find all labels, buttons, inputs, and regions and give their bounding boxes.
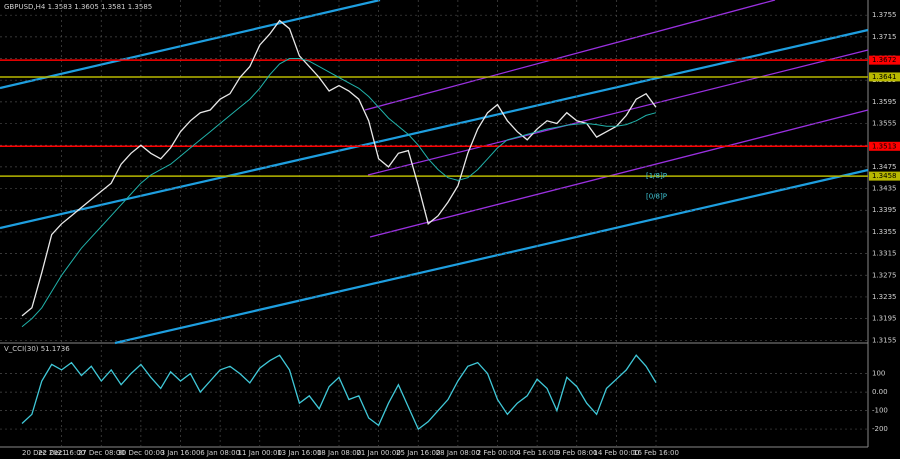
y-tick-label: 1.3235	[872, 293, 897, 301]
level-label: 1.3458	[872, 172, 897, 180]
murrey-label: [1/8]P	[646, 172, 667, 180]
indicator-title: V_CCI(30) 51.1736	[4, 345, 70, 353]
x-tick-label: 4 Feb 16:00	[516, 449, 557, 457]
series-line	[21, 354, 657, 431]
trend-channel	[0, 0, 869, 345]
y-tick-label: 1.3355	[872, 228, 897, 236]
y-tick-label: -200	[872, 425, 888, 433]
x-tick-label: 25 Jan 16:00	[396, 449, 440, 457]
murrey-label: [0/8]P	[646, 193, 667, 201]
x-tick-label: 14 Feb 00:00	[593, 449, 639, 457]
series-line	[21, 19, 657, 317]
level-label: 1.3641	[872, 73, 897, 81]
x-tick-label: 20 Dec 2021	[22, 449, 67, 457]
y-tick-label: -100	[872, 407, 888, 415]
level-label-bg	[869, 72, 900, 82]
y-tick-label: 1.3195	[872, 315, 897, 323]
level-label-bg	[869, 141, 900, 151]
level-label-bg	[869, 171, 900, 181]
y-tick-label: 1.3275	[872, 271, 897, 279]
y-tick-label: 1.3555	[872, 120, 897, 128]
y-tick-label: 1.3315	[872, 250, 897, 258]
level-label: 1.3513	[872, 142, 897, 150]
y-tick-label: 1.3595	[872, 98, 897, 106]
level-label-bg	[869, 55, 900, 65]
y-tick-label: 1.3435	[872, 185, 897, 193]
x-tick-label: 30 Dec 00:00	[117, 449, 164, 457]
x-tick-label: 28 Jan 08:00	[436, 449, 480, 457]
x-tick-label: 18 Jan 08:00	[317, 449, 361, 457]
x-tick-label: 16 Feb 16:00	[633, 449, 679, 457]
y-tick-label: 100	[872, 370, 885, 378]
x-tick-label: 21 Jan 00:00	[356, 449, 400, 457]
x-tick-label: 2 Feb 00:00	[477, 449, 518, 457]
y-tick-label: 1.3715	[872, 33, 897, 41]
y-tick-label: 1.3395	[872, 206, 897, 214]
x-tick-label: 9 Feb 08:00	[556, 449, 597, 457]
chart-title: GBPUSD,H4 1.3583 1.3605 1.3581 1.3585	[4, 3, 152, 11]
level-label: 1.3672	[872, 56, 897, 64]
regression-channel	[364, 0, 869, 238]
x-tick-label: 27 Dec 08:00	[78, 449, 125, 457]
y-tick-label: 1.3755	[872, 11, 897, 19]
x-tick-label: 11 Jan 00:00	[238, 449, 282, 457]
y-tick-label: 0.00	[872, 388, 888, 396]
x-tick-label: 6 Jan 08:00	[200, 449, 240, 457]
y-tick-label: 1.3155	[872, 336, 897, 344]
series-line	[21, 58, 657, 328]
y-tick-label: 1.3475	[872, 163, 897, 171]
x-tick-label: 3 Jan 16:00	[161, 449, 201, 457]
x-tick-label: 22 Dec 16:00	[38, 449, 85, 457]
x-tick-label: 13 Jan 16:00	[277, 449, 321, 457]
